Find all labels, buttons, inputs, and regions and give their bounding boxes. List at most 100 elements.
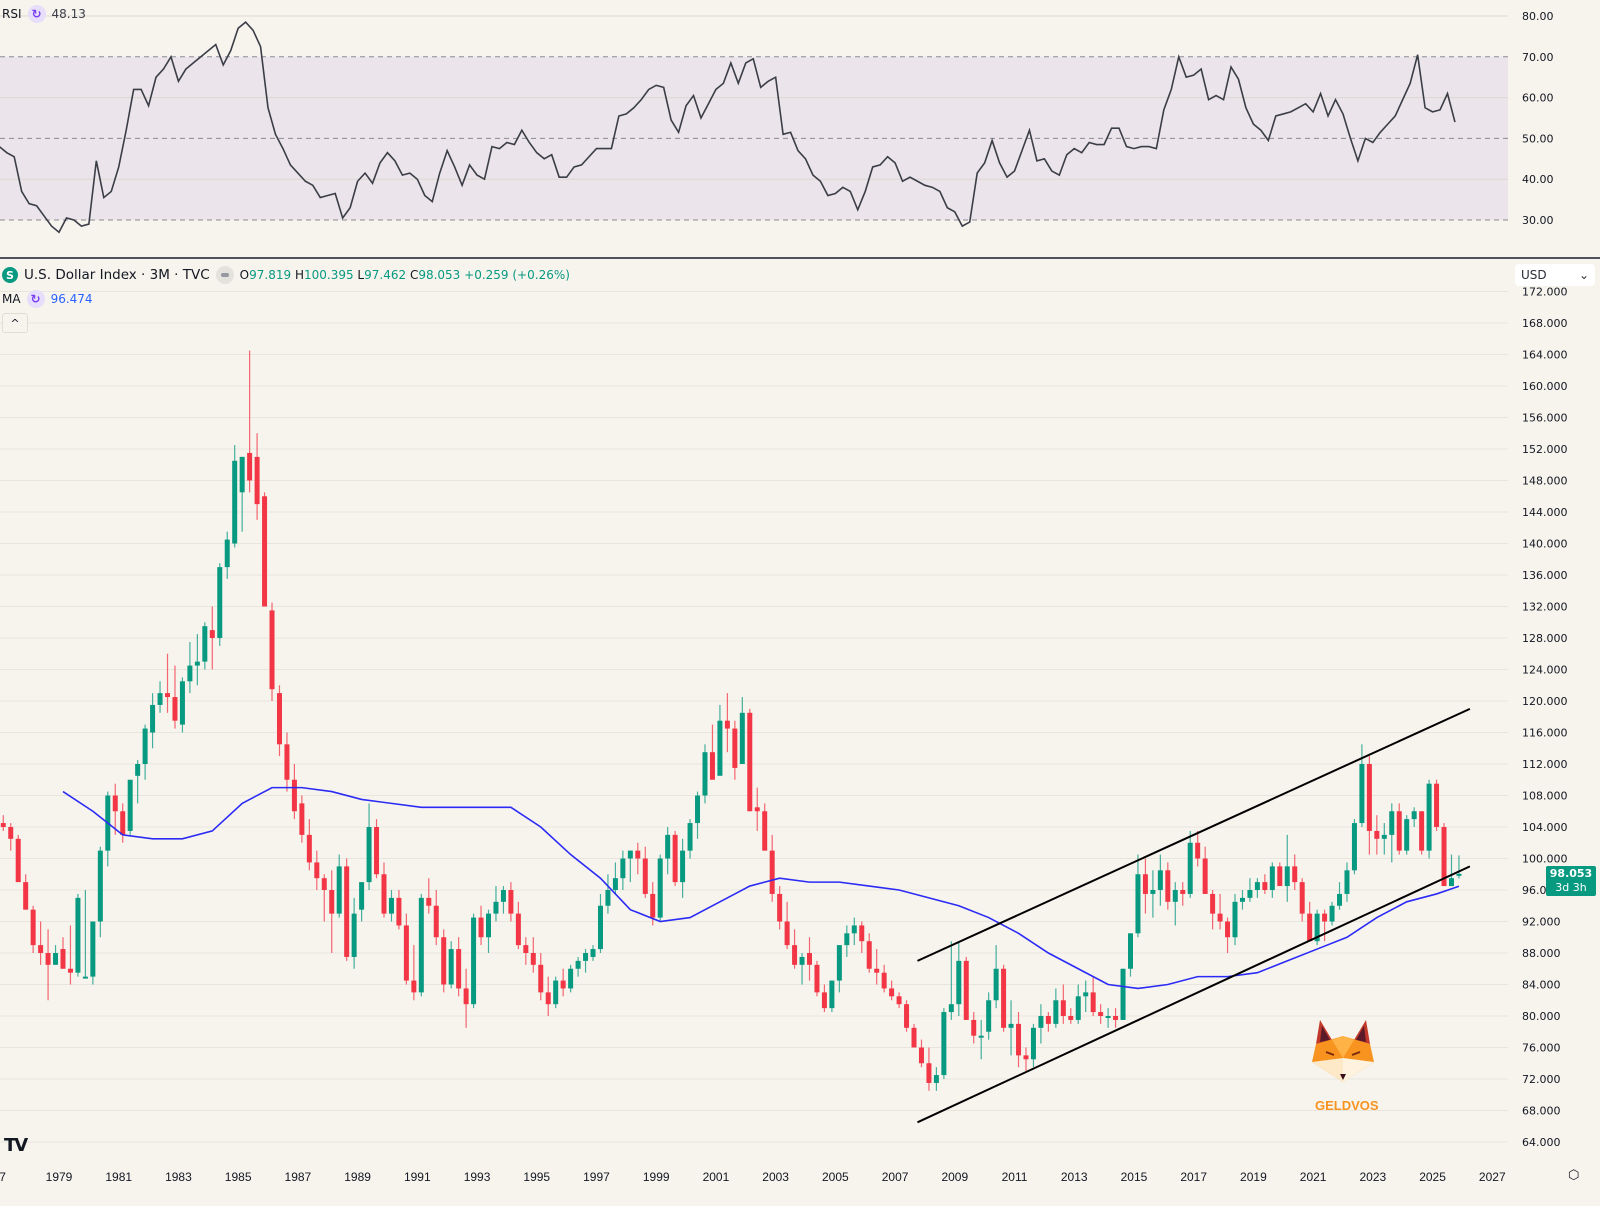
- candle: [366, 803, 372, 890]
- symbol-title[interactable]: U.S. Dollar Index · 3M · TVC: [24, 267, 210, 283]
- candle: [971, 1012, 977, 1044]
- time-axis-tick: 2017: [1180, 1170, 1207, 1184]
- time-axis-tick: 2007: [882, 1170, 909, 1184]
- price-axis-tick: 92.000: [1522, 916, 1561, 929]
- candle: [314, 850, 320, 890]
- candle: [232, 445, 238, 548]
- candle: [978, 1019, 984, 1060]
- candle: [448, 941, 454, 989]
- time-axis-tick: 1993: [464, 1170, 491, 1184]
- settings-icon[interactable]: ⬡: [1568, 1168, 1580, 1183]
- candle: [1210, 890, 1216, 930]
- high-label: H: [294, 268, 304, 282]
- candle: [1404, 815, 1410, 855]
- candle: [8, 823, 14, 851]
- candle: [896, 992, 902, 1009]
- upper-channel-trendline[interactable]: [917, 707, 1471, 962]
- time-axis-tick: 1991: [404, 1170, 431, 1184]
- time-axis-tick: 2023: [1359, 1170, 1386, 1184]
- candle: [1068, 1008, 1074, 1024]
- candle: [627, 850, 633, 883]
- currency-label: USD: [1521, 268, 1547, 282]
- candle: [777, 886, 783, 930]
- candle: [276, 685, 282, 757]
- price-axis-tick: 76.000: [1522, 1042, 1561, 1055]
- candle: [1045, 1012, 1051, 1032]
- collapse-legend-button[interactable]: ^: [2, 313, 28, 333]
- candle: [1419, 811, 1425, 855]
- currency-select[interactable]: USD ⌄: [1515, 264, 1595, 286]
- time-axis-tick: 1999: [643, 1170, 670, 1184]
- candle: [1254, 878, 1260, 898]
- time-axis-tick: 2003: [762, 1170, 789, 1184]
- candle: [194, 634, 200, 686]
- candle: [1284, 834, 1290, 902]
- candle: [1344, 862, 1350, 902]
- candle: [418, 893, 424, 997]
- candle: [792, 929, 798, 969]
- time-axis-tick: 2005: [822, 1170, 849, 1184]
- low-value: 97.462: [364, 268, 407, 282]
- price-axis-tick: 108.000: [1522, 790, 1568, 803]
- candle: [1053, 988, 1059, 1028]
- candle: [1038, 1004, 1044, 1044]
- open-label: O: [239, 268, 250, 282]
- candle: [456, 937, 462, 997]
- chevron-up-icon: ^: [10, 316, 20, 330]
- candle: [956, 941, 962, 1016]
- price-axis-tick: 116.000: [1522, 727, 1568, 740]
- candle: [1113, 1008, 1119, 1028]
- bar-countdown: 3d 3h: [1555, 881, 1587, 894]
- time-axis-tick: 2011: [1002, 1170, 1028, 1184]
- candle: [1262, 874, 1268, 894]
- candle: [807, 937, 812, 981]
- price-axis-tick: 140.000: [1522, 538, 1568, 551]
- rsi-axis-tick: 80.00: [1522, 10, 1554, 23]
- candle: [575, 956, 581, 977]
- candle: [665, 827, 671, 875]
- refresh-icon[interactable]: ↻: [26, 290, 45, 308]
- time-axis-tick: 2009: [941, 1170, 968, 1184]
- rsi-axis-tick: 40.00: [1522, 173, 1554, 186]
- candle: [1023, 1047, 1029, 1072]
- candle: [769, 834, 775, 902]
- ohlc-values: O97.819 H100.395 L97.462 C98.053 +0.259 …: [240, 268, 570, 282]
- rsi-band: [0, 56, 1508, 220]
- lower-channel-trendline[interactable]: [917, 865, 1471, 1124]
- refresh-icon[interactable]: ↻: [27, 5, 46, 23]
- candle: [463, 968, 469, 1028]
- ma-legend: MA ↻ 96.474: [2, 290, 93, 308]
- time-axis-tick: 2027: [1479, 1170, 1506, 1184]
- candle: [1217, 893, 1223, 930]
- candle: [329, 870, 335, 953]
- candle: [1001, 964, 1007, 1032]
- market-status-icon[interactable]: [215, 266, 234, 284]
- candle: [411, 945, 417, 1001]
- fox-logo-icon: [1312, 1020, 1374, 1082]
- watermark-text: GELDVOS: [1315, 1098, 1379, 1113]
- price-axis-tick: 84.000: [1522, 979, 1561, 992]
- chevron-down-icon: ⌄: [1578, 268, 1589, 282]
- current-price-label: 98.053 3d 3h: [1546, 866, 1596, 896]
- candle: [821, 984, 827, 1013]
- candle: [374, 819, 380, 879]
- candle: [239, 456, 245, 532]
- candle: [918, 1039, 924, 1068]
- candle: [851, 917, 857, 946]
- candle: [747, 708, 753, 812]
- candle: [1299, 878, 1305, 922]
- candle: [1269, 862, 1275, 898]
- time-axis-tick: 2019: [1240, 1170, 1267, 1184]
- price-axis-tick: 104.000: [1522, 821, 1568, 834]
- candle: [1030, 1023, 1036, 1068]
- tradingview-logo[interactable]: TV: [4, 1135, 28, 1156]
- rsi-axis-tick: 50.00: [1522, 132, 1554, 145]
- candle: [1135, 854, 1141, 938]
- price-axis-tick: 156.000: [1522, 412, 1568, 425]
- current-price-value: 98.053: [1549, 867, 1593, 880]
- candle: [1366, 756, 1372, 855]
- candle: [672, 830, 678, 887]
- price-axis-tick: 64.000: [1522, 1136, 1561, 1149]
- price-axis-tick: 124.000: [1522, 664, 1568, 677]
